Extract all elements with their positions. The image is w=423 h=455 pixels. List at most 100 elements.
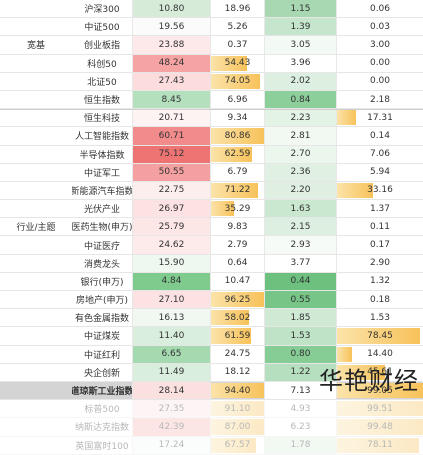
pb-percentile-cell: 33.16: [336, 181, 423, 200]
pe-value: 11.49: [158, 367, 185, 378]
pb-percentile-cell: 0.18: [336, 291, 423, 309]
index-name-cell: 沪深300: [72, 0, 132, 17]
percentile-bar: [337, 346, 353, 362]
pe-percentile-value: 71.22: [224, 185, 251, 196]
index-name-cell: 人工智能指数: [72, 127, 132, 144]
pb-percentile-value: 45.61: [367, 367, 393, 378]
percentile-bar: [337, 110, 356, 126]
table-row: 纳斯达克指数 42.39 87.00 6.23 99.48: [0, 418, 423, 437]
group-label: 宽基: [26, 41, 45, 52]
pb-percentile-cell: 78.11: [336, 436, 423, 454]
pb-cell: 2.15: [264, 218, 336, 236]
group-label-cell: [0, 400, 72, 417]
pe-percentile-value: 0.64: [227, 258, 248, 269]
index-name-cell: 标普500: [72, 400, 132, 417]
pb-percentile-value: 78.45: [367, 330, 393, 341]
pe-percentile-value: 61.59: [224, 330, 251, 341]
pe-value: 50.55: [158, 167, 185, 178]
pe-value: 60.71: [158, 130, 185, 141]
pb-percentile-value: 5.94: [369, 167, 391, 178]
pb-value: 3.77: [290, 258, 311, 269]
pb-value: 1.53: [290, 330, 311, 341]
index-name: 中证军工: [83, 168, 120, 179]
pe-value: 8.45: [161, 94, 182, 105]
pb-percentile-cell: 99.51: [336, 400, 423, 418]
pe-percentile-cell: 10.47: [210, 272, 264, 290]
percentile-bar: [211, 182, 258, 199]
table-row: 中证军工 50.55 6.79 2.36 5.94: [0, 163, 423, 182]
pe-cell: 8.45: [132, 90, 210, 109]
pb-percentile-value: 2.90: [369, 258, 391, 269]
index-name-cell: 中证红利: [72, 346, 132, 363]
pe-percentile-cell: 91.10: [210, 400, 264, 418]
pe-percentile-value: 54.43: [224, 58, 251, 69]
pe-percentile-cell: 2.79: [210, 236, 264, 254]
index-name-cell: 道琼斯工业指数: [72, 382, 132, 399]
pb-value: 7.13: [290, 385, 311, 396]
index-name: 央企创新: [83, 368, 120, 379]
pb-percentile-value: 1.53: [369, 312, 391, 323]
index-name-cell: 医药生物(申万): [72, 218, 132, 235]
index-name-cell: 中证医疗: [72, 236, 132, 253]
index-name: 科创50: [87, 59, 117, 70]
group-label-cell: [0, 109, 72, 126]
watermark-text: 华艳财经: [319, 367, 419, 395]
pe-percentile-cell: 9.83: [210, 218, 264, 236]
pe-cell: 4.84: [132, 272, 210, 290]
index-name: 有色金属指数: [74, 314, 129, 325]
pe-percentile-cell: 35.29: [210, 200, 264, 218]
percentile-bar: [337, 382, 423, 399]
index-name-cell: 纳斯达克指数: [72, 418, 132, 435]
pe-value: 22.75: [158, 185, 185, 196]
pb-percentile-value: 0.17: [369, 240, 391, 251]
pb-percentile-cell: 0.14: [336, 127, 423, 145]
pb-percentile-value: 0.11: [369, 221, 391, 232]
table-row: 北证50 27.43 74.05 2.02 0.00: [0, 72, 423, 91]
index-name-cell: 北证50: [72, 73, 132, 90]
pe-value: 23.88: [158, 39, 185, 50]
percentile-bar: [211, 382, 264, 399]
pb-percentile-value: 0.06: [369, 3, 391, 14]
index-name: 光伏产业: [83, 205, 120, 216]
table-row: 中证煤炭 11.40 61.59 1.53 78.45: [0, 327, 423, 346]
table-row: 道琼斯工业指数 28.14 94.40 7.13 99.05: [0, 381, 423, 401]
pb-value: 0.84: [290, 94, 311, 105]
pb-value: 2.36: [290, 167, 311, 178]
pb-cell: 1.39: [264, 18, 336, 36]
index-name: 新能源汽车指数: [72, 186, 132, 197]
pb-value: 0.80: [290, 349, 311, 360]
pe-cell: 16.13: [132, 309, 210, 327]
pe-value: 20.71: [158, 112, 185, 123]
pe-cell: 15.90: [132, 254, 210, 272]
pe-cell: 25.79: [132, 218, 210, 236]
index-name: 中证煤炭: [83, 332, 120, 343]
pb-cell: 2.70: [264, 145, 336, 163]
pe-percentile-value: 6.79: [227, 167, 248, 178]
percentile-bar: [337, 364, 386, 380]
table-row: 中证医疗 24.62 2.79 2.93 0.17: [0, 236, 423, 255]
pe-percentile-cell: 18.12: [210, 363, 264, 381]
pe-cell: 22.75: [132, 181, 210, 200]
pe-cell: 27.10: [132, 291, 210, 309]
percentile-bar: [211, 328, 252, 344]
percentile-bar: [337, 328, 421, 344]
table-row: 房地产(申万) 27.10 96.25 0.55 0.18: [0, 291, 423, 310]
index-name: 人工智能指数: [74, 132, 129, 143]
pe-cell: 24.62: [132, 236, 210, 254]
group-label-cell: [0, 0, 72, 17]
pb-percentile-cell: 1.32: [336, 272, 423, 290]
pe-percentile-cell: 87.00: [210, 418, 264, 436]
pe-percentile-value: 18.96: [224, 3, 251, 14]
index-name: 恒生科技: [83, 114, 120, 125]
pb-cell: 1.85: [264, 309, 336, 327]
pe-percentile-cell: 54.43: [210, 54, 264, 72]
pb-percentile-value: 2.18: [369, 94, 391, 105]
pb-percentile-cell: 5.94: [336, 163, 423, 181]
pb-percentile-cell: 99.48: [336, 418, 423, 436]
pb-cell: 0.84: [264, 90, 336, 109]
table-row: 有色金属指数 16.13 58.02 1.85 1.53: [0, 309, 423, 328]
pb-percentile-cell: 14.40: [336, 345, 423, 363]
pe-value: 48.24: [158, 58, 185, 69]
pe-value: 28.14: [158, 385, 185, 396]
pe-percentile-value: 18.12: [224, 367, 251, 378]
